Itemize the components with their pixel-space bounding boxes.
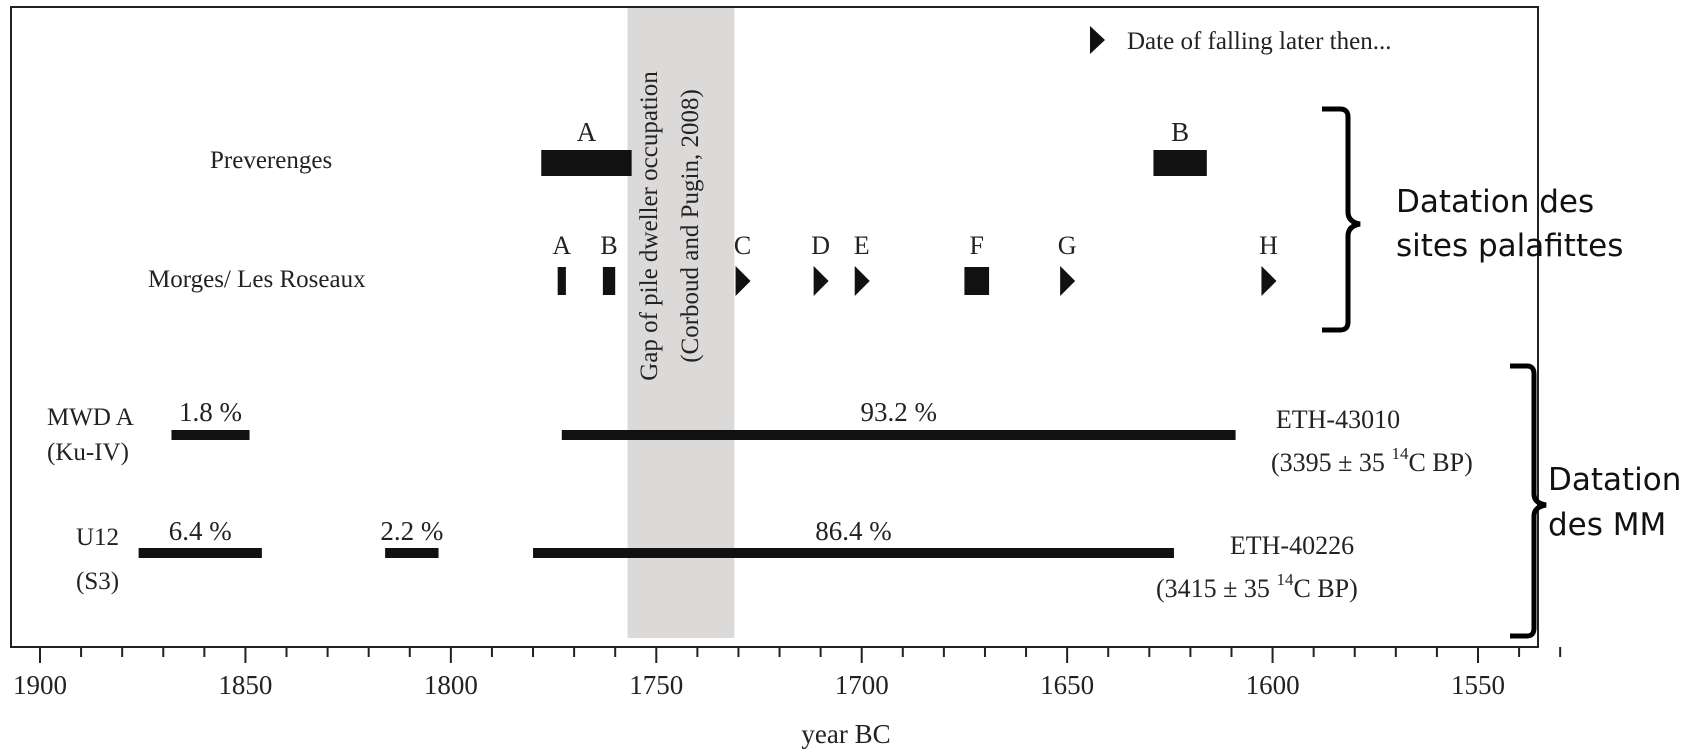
morges-bar-a bbox=[557, 267, 566, 295]
row-label-u12-sub: (S3) bbox=[76, 568, 119, 595]
u12-range-1 bbox=[385, 548, 439, 558]
morges-label-d: D bbox=[811, 231, 830, 260]
mwd-a-range-1 bbox=[561, 430, 1236, 440]
bracket-label-mm-line1: Datation bbox=[1548, 462, 1681, 498]
preverenges-label-a: A bbox=[577, 117, 597, 147]
x-tick-label: 1900 bbox=[13, 670, 67, 700]
preverenges-bar-b bbox=[1153, 150, 1207, 176]
legend-marker-icon bbox=[1090, 26, 1105, 54]
morges-marker-e bbox=[854, 266, 870, 296]
morges-label-e: E bbox=[854, 231, 870, 260]
bracket-label-sites-line2: sites palafittes bbox=[1396, 228, 1623, 264]
timeline-marks: A BA B C D E F G H1.8 % 93.2 %6.4 % 2.2 % 86.4 % bbox=[138, 117, 1278, 558]
mwd-a-range-0 bbox=[171, 430, 250, 440]
morges-bar-f bbox=[964, 267, 990, 295]
morges-label-c: C bbox=[734, 231, 751, 260]
morges-marker-d bbox=[813, 266, 829, 296]
plot-frame bbox=[10, 6, 1539, 648]
u12-range-2 bbox=[533, 548, 1174, 558]
row-label-mwd-a: MWD A bbox=[47, 404, 134, 431]
lab-code-mwd-a: ETH-43010 bbox=[1276, 405, 1400, 434]
u12-percent-2: 86.4 % bbox=[815, 516, 892, 546]
morges-label-g: G bbox=[1058, 231, 1077, 260]
mwd-a-percent-0: 1.8 % bbox=[179, 397, 242, 427]
u12-percent-1: 2.2 % bbox=[380, 516, 443, 546]
morges-label-a: A bbox=[552, 231, 571, 260]
x-axis-label: year BC bbox=[801, 719, 890, 749]
morges-marker-h bbox=[1261, 266, 1277, 296]
preverenges-label-b: B bbox=[1171, 117, 1189, 147]
morges-marker-c bbox=[735, 266, 751, 296]
morges-label-f: F bbox=[970, 231, 984, 260]
x-tick-label: 1750 bbox=[629, 670, 683, 700]
preverenges-bar-a bbox=[541, 150, 632, 176]
x-tick-label: 1700 bbox=[835, 670, 889, 700]
x-tick-label: 1850 bbox=[218, 670, 272, 700]
x-tick-label: 1550 bbox=[1451, 670, 1505, 700]
brace-sites-icon bbox=[1322, 106, 1361, 333]
gap-label-line2: (Corboud and Pugin, 2008) bbox=[677, 89, 704, 363]
x-axis-ticks bbox=[39, 647, 1562, 663]
age-mwd-a: (3395 ± 35 14C BP) bbox=[1271, 444, 1473, 477]
morges-marker-g bbox=[1060, 266, 1076, 296]
row-label-u12: U12 bbox=[76, 524, 119, 551]
brace-mm-icon bbox=[1510, 363, 1547, 639]
x-tick-label: 1650 bbox=[1040, 670, 1094, 700]
x-tick-label: 1600 bbox=[1246, 670, 1300, 700]
age-u12: (3415 ± 35 14C BP) bbox=[1156, 570, 1358, 603]
morges-bar-b bbox=[602, 267, 616, 295]
u12-range-0 bbox=[138, 548, 262, 558]
lab-code-u12: ETH-40226 bbox=[1230, 531, 1354, 560]
mwd-a-percent-1: 93.2 % bbox=[860, 397, 937, 427]
gap-label-line1: Gap of pile dweller occupation bbox=[636, 71, 663, 381]
row-label-mwd-a-sub: (Ku-IV) bbox=[47, 439, 129, 466]
bracket-label-mm-line2: des MM bbox=[1548, 507, 1666, 543]
row-label-morges: Morges/ Les Roseaux bbox=[148, 266, 366, 293]
bracket-label-sites-line1: Datation des bbox=[1396, 184, 1594, 220]
x-tick-label: 1800 bbox=[424, 670, 478, 700]
row-label-preverenges: Preverenges bbox=[210, 147, 332, 174]
gap-band bbox=[627, 8, 735, 638]
legend-text: Date of falling later then... bbox=[1127, 28, 1391, 55]
u12-percent-0: 6.4 % bbox=[169, 516, 232, 546]
morges-label-h: H bbox=[1259, 231, 1278, 260]
morges-label-b: B bbox=[600, 231, 617, 260]
x-axis-tick-labels: 1900 1850 1800 1750 1700 1650 1600 1550 bbox=[13, 670, 1505, 700]
